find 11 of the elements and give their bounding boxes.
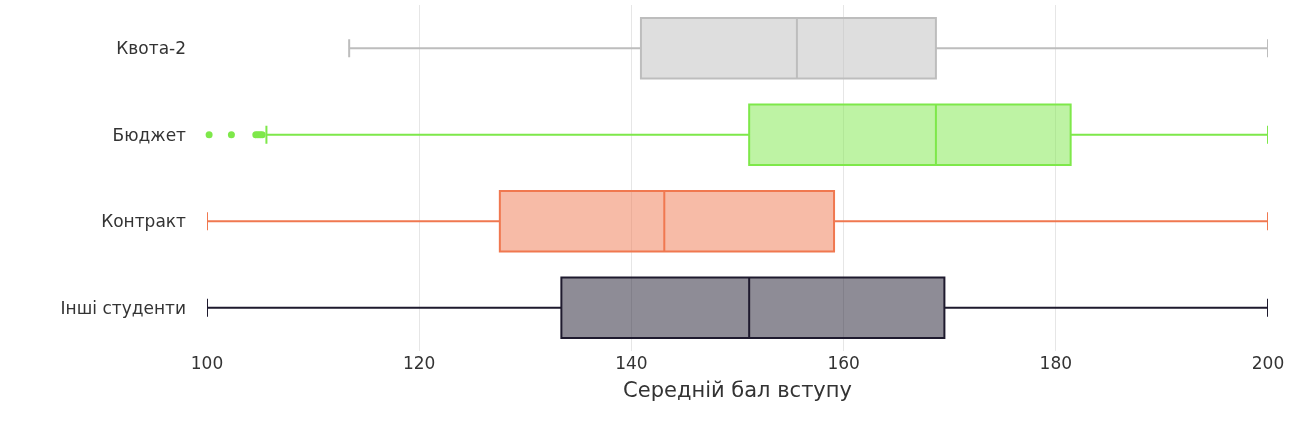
y-tick-label: Контракт	[101, 211, 187, 232]
y-tick-label: Інші студенти	[60, 297, 186, 318]
x-tick-label: 100	[190, 353, 224, 373]
x-tick-label: 160	[827, 353, 860, 373]
x-axis-title: Середній бал вступу	[623, 378, 852, 403]
y-tick-label: Бюджет	[112, 124, 187, 145]
x-tick-label: 140	[615, 353, 648, 373]
x-tick-label: 180	[1039, 353, 1073, 373]
x-tick-label: 120	[402, 353, 436, 373]
y-tick-label: Квота-2	[116, 38, 186, 59]
x-tick-label: 200	[1251, 353, 1285, 373]
